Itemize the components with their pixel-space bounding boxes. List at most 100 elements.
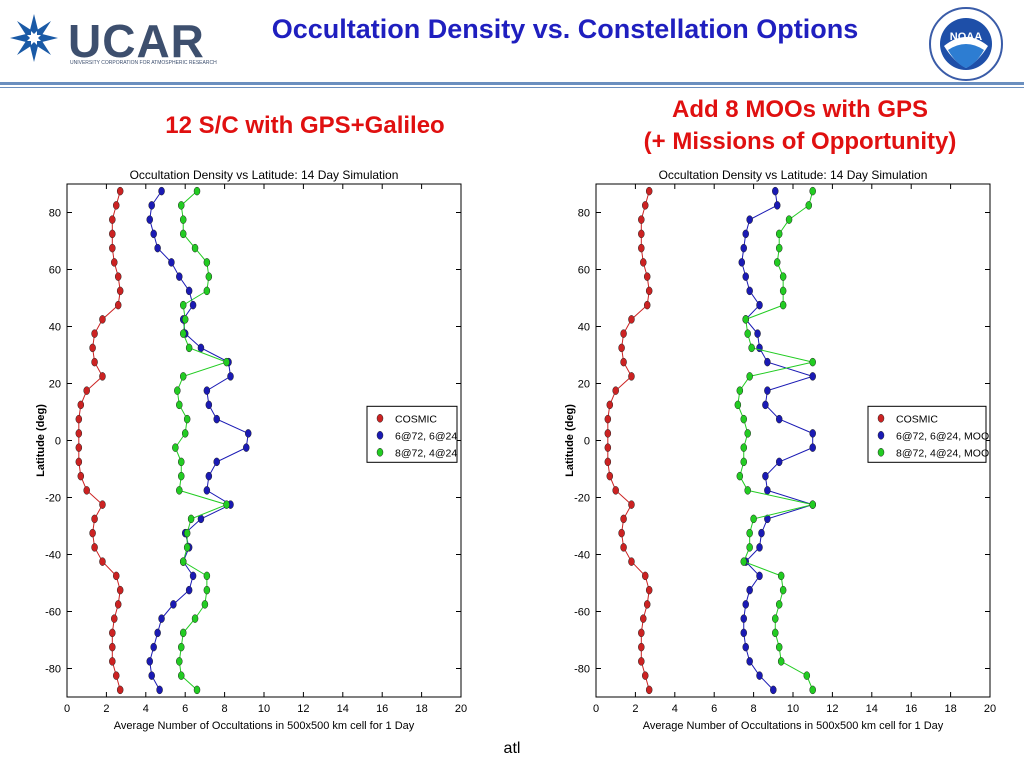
chart1-series-1-point — [775, 457, 783, 467]
chart0-series-1-point — [154, 628, 161, 638]
chart0-series-1-point — [176, 272, 183, 281]
chart1-series-0-point — [645, 186, 653, 196]
chart0-series-0-point — [77, 471, 85, 481]
chart0-series-1-point — [156, 685, 163, 695]
chart1-x-axis-label: Average Number of Occultations in 500x50… — [643, 720, 944, 732]
chart1-series-0-point — [604, 457, 612, 467]
chart0-series-1-point — [158, 614, 165, 623]
chart0-series-2-point — [176, 400, 183, 410]
chart0-series-2-point — [193, 186, 201, 196]
chart1-series-1-point — [746, 585, 753, 595]
chart1-series-1-point — [809, 429, 816, 438]
chart0-series-1-point — [148, 671, 155, 680]
chart0-series-2-point — [191, 243, 199, 253]
chart1-series-2-point — [772, 614, 779, 623]
chart0-x-tick-label: 4 — [143, 703, 149, 715]
chart0-x-tick-label: 2 — [103, 703, 109, 715]
chart1-y-tick-label: -40 — [574, 550, 590, 562]
chart0-series-1-point — [150, 229, 157, 239]
chart0-series-0-point — [111, 614, 118, 623]
chart1-series-0-point — [628, 557, 635, 566]
chart1-x-tick-label: 12 — [826, 703, 838, 715]
chart1-series-2-point — [809, 500, 816, 509]
chart0-series-0-point — [113, 671, 120, 680]
chart1-series-0-point — [638, 215, 645, 224]
chart1-series-0-point — [628, 372, 635, 381]
chart0-series-2-point — [183, 543, 191, 552]
subtitle-right-line2: (+ Missions of Opportunity) — [643, 128, 957, 155]
chart0-series-2-point — [178, 457, 185, 467]
chart1-series-1-point — [775, 414, 783, 424]
chart0-series-0-point — [109, 243, 116, 253]
chart1-series-2-point — [746, 543, 753, 552]
chart1-series-0-point — [643, 600, 651, 609]
chart0-series-0-point — [99, 315, 106, 324]
chart0-series-0-point — [75, 414, 83, 424]
chart0-series-1-point — [203, 386, 211, 395]
chart1-series-1-point — [764, 386, 771, 395]
chart0-series-1-point — [170, 600, 177, 609]
chart0-series-2-point — [183, 528, 191, 538]
chart1-series-2-point — [736, 386, 744, 395]
chart1-series-1-point — [740, 243, 747, 253]
chart0-series-0-point — [114, 600, 122, 609]
chart1-series-2-point — [734, 400, 742, 410]
chart0-series-2-point — [205, 272, 213, 281]
chart0-series-0-point — [114, 272, 122, 281]
chart1-series-2-point — [744, 486, 751, 495]
chart1-y-axis-label: Latitude (deg) — [564, 404, 576, 477]
chart1-series-1-point — [756, 571, 763, 581]
chart0-series-0-point — [99, 557, 106, 566]
chart1-x-tick-label: 6 — [711, 703, 717, 715]
chart0-series-2-point — [181, 315, 189, 324]
chart1-series-0-point — [645, 286, 653, 296]
chart0-series-1-point — [205, 471, 213, 481]
chart1-series-1-point — [773, 201, 781, 210]
chart1-series-2-point — [775, 642, 783, 652]
chart0-series-0-point — [77, 400, 85, 410]
page-title: Occultation Density vs. Constellation Op… — [271, 14, 859, 44]
chart0-series-1-point — [154, 243, 161, 253]
chart1-series-0-point — [606, 471, 614, 481]
chart1-series-2-point — [775, 600, 783, 609]
chart0-series-0-point — [91, 329, 98, 338]
chart1-x-tick-label: 20 — [984, 703, 996, 715]
chart1-y-tick-label: -80 — [574, 664, 590, 676]
chart1-series-1-point — [754, 329, 761, 338]
chart0-y-tick-label: -20 — [45, 493, 61, 505]
chart0-series-2-point — [172, 443, 179, 452]
chart0-x-axis-label: Average Number of Occultations in 500x50… — [114, 720, 415, 732]
chart1-series-1-point — [756, 671, 763, 680]
chart0-series-0-point — [114, 300, 122, 310]
chart1-series-0-point — [640, 614, 647, 623]
chart1-series-1-point — [772, 186, 779, 196]
chart1-series-0-point — [642, 201, 649, 210]
chart0-y-tick-label: -40 — [45, 550, 61, 562]
chart1-series-0-point — [620, 357, 627, 367]
chart0-x-tick-label: 12 — [297, 703, 309, 715]
chart1-x-tick-label: 8 — [751, 703, 757, 715]
chart1-y-tick-label: 0 — [584, 436, 590, 448]
chart0-series-2-point — [181, 429, 189, 438]
chart0-series-1-point — [227, 372, 234, 381]
chart0-series-2-point — [203, 585, 211, 595]
chart0-series-2-point — [179, 215, 187, 224]
chart0-series-0-point — [109, 229, 116, 239]
chart1-series-2-point — [740, 443, 747, 452]
chart0-series-2-point — [193, 685, 201, 695]
chart1-series-0-point — [612, 486, 619, 495]
chart0-series-2-point — [174, 386, 181, 395]
chart1-series-2-point — [772, 628, 779, 638]
chart1-series-0-point — [620, 543, 627, 552]
chart1-x-tick-label: 16 — [905, 703, 917, 715]
chart1-legend-label-2: 8@72, 4@24, MOO — [896, 447, 989, 459]
chart0-y-tick-label: -80 — [45, 664, 61, 676]
chart0-x-tick-label: 6 — [182, 703, 188, 715]
chart1-series-0-point — [640, 258, 647, 267]
chart1-legend-label-1: 6@72, 6@24, MOO — [896, 430, 989, 442]
chart1-series-2-point — [742, 315, 749, 324]
chart1-series-2-point — [775, 243, 783, 253]
ucar-logo-subtext: UNIVERSITY CORPORATION FOR ATMOSPHERIC R… — [70, 60, 217, 66]
chart0-y-tick-label: -60 — [45, 607, 61, 619]
chart0-series-0-point — [116, 286, 124, 296]
